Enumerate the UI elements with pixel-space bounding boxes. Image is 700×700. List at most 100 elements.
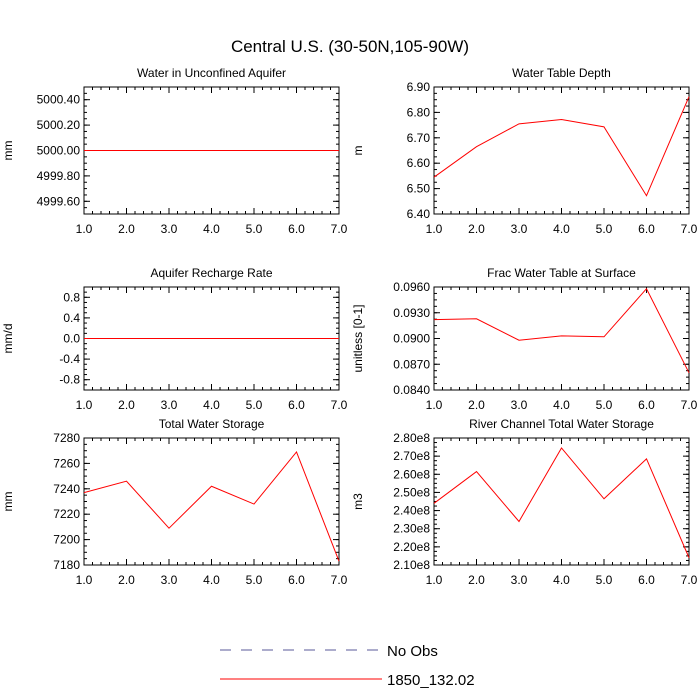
x-tick-label: 7.0: [681, 573, 698, 587]
x-tick-label: 6.0: [638, 398, 655, 412]
y-axis-label: mm: [1, 141, 15, 161]
y-tick-label: 7180: [53, 558, 80, 572]
x-tick-label: 1.0: [426, 573, 443, 587]
y-tick-label: 2.40e8: [393, 504, 430, 518]
y-tick-label: 2.20e8: [393, 540, 430, 554]
x-tick-label: 5.0: [596, 573, 613, 587]
x-tick-label: 3.0: [161, 398, 178, 412]
x-tick-label: 7.0: [331, 398, 348, 412]
x-tick-label: 2.0: [118, 398, 135, 412]
panels-layer: Water in Unconfined Aquifer mm 1.0 2.0 3.0 4.…: [1, 66, 698, 587]
series-line: [83, 450, 340, 562]
y-tick-label: 4999.80: [37, 169, 81, 183]
y-tick-label: 5000.00: [37, 144, 81, 158]
y-tick-label: 6.90: [407, 80, 431, 94]
x-tick-label: 7.0: [681, 398, 698, 412]
series-line: [433, 447, 690, 558]
y-tick-label: 2.70e8: [393, 449, 430, 463]
legend-item-no-obs: No Obs: [220, 643, 438, 660]
y-tick-label: -0.8: [59, 373, 80, 387]
x-tick-label: 5.0: [596, 398, 613, 412]
x-tick-label: 5.0: [246, 398, 263, 412]
y-tick-label: 0.0960: [393, 280, 430, 294]
plot-frame: [433, 286, 690, 391]
x-tick-label: 6.0: [288, 573, 305, 587]
x-tick-label: 2.0: [118, 573, 135, 587]
y-tick-label: 2.50e8: [393, 485, 430, 499]
legend-item-model-run: 1850_132.02: [220, 672, 475, 689]
x-tick-label: 4.0: [553, 398, 570, 412]
x-tick-label: 2.0: [468, 573, 485, 587]
x-tick-label: 1.0: [426, 398, 443, 412]
y-tick-label: 2.60e8: [393, 467, 430, 481]
y-tick-label: -0.4: [59, 352, 80, 366]
y-tick-label: 0.0900: [393, 332, 430, 346]
x-tick-label: 6.0: [638, 222, 655, 236]
x-tick-label: 3.0: [161, 573, 178, 587]
x-tick-label: 4.0: [203, 222, 220, 236]
y-tick-label: 0.8: [63, 290, 80, 304]
x-tick-label: 3.0: [161, 222, 178, 236]
panel-5: Total Water Storage mm 1.0 2.0 3.0 4.0 5.0 6.0 7…: [1, 417, 348, 587]
x-tick-label: 6.0: [638, 573, 655, 587]
y-tick-label: 6.60: [407, 156, 431, 170]
y-tick-label: 5000.20: [37, 118, 81, 132]
series-line: [433, 96, 690, 197]
y-tick-label: 6.50: [407, 182, 431, 196]
x-tick-label: 1.0: [76, 398, 93, 412]
series-line: [433, 287, 690, 374]
panel-title: River Channel Total Water Storage: [469, 417, 654, 431]
y-tick-label: 2.10e8: [393, 558, 430, 572]
legend-label-no-obs: No Obs: [387, 643, 438, 660]
legend: No Obs 1850_132.02: [220, 643, 475, 689]
y-tick-label: 7220: [53, 507, 80, 521]
y-axis-label: m3: [351, 493, 365, 510]
y-tick-label: 2.80e8: [393, 431, 430, 445]
x-tick-label: 6.0: [288, 222, 305, 236]
x-tick-label: 2.0: [468, 398, 485, 412]
panel-title: Frac Water Table at Surface: [487, 266, 636, 280]
y-tick-label: 6.70: [407, 131, 431, 145]
y-tick-label: 4999.60: [37, 194, 81, 208]
y-tick-label: 5000.40: [37, 93, 81, 107]
plot-frame: [433, 437, 690, 566]
y-axis-label: m: [351, 146, 365, 156]
x-tick-label: 7.0: [681, 222, 698, 236]
panel-title: Aquifer Recharge Rate: [150, 266, 272, 280]
y-axis-label: unitless [0-1]: [351, 304, 365, 372]
x-tick-label: 3.0: [511, 573, 528, 587]
x-tick-label: 1.0: [76, 222, 93, 236]
x-tick-label: 1.0: [426, 222, 443, 236]
y-axis-label: mm: [1, 492, 15, 512]
y-tick-label: 0.0840: [393, 383, 430, 397]
x-tick-label: 2.0: [468, 222, 485, 236]
x-tick-label: 5.0: [246, 573, 263, 587]
x-tick-label: 7.0: [331, 222, 348, 236]
x-tick-label: 5.0: [246, 222, 263, 236]
x-tick-label: 4.0: [203, 573, 220, 587]
panel-2: Water Table Depth m 1.0 2.0 3.0 4.0 5.0 6.0 7.0 6…: [351, 66, 698, 236]
x-tick-label: 1.0: [76, 573, 93, 587]
y-tick-label: 0.0930: [393, 306, 430, 320]
plot-frame: [433, 86, 690, 215]
y-tick-label: 7200: [53, 533, 80, 547]
y-tick-label: 6.40: [407, 207, 431, 221]
y-tick-label: 0.4: [63, 311, 80, 325]
x-tick-label: 5.0: [596, 222, 613, 236]
x-tick-label: 7.0: [331, 573, 348, 587]
panel-title: Total Water Storage: [159, 417, 265, 431]
y-tick-label: 7240: [53, 482, 80, 496]
panel-3: Aquifer Recharge Rate mm/d 1.0 2.0 3.0 4.0 5.0…: [1, 266, 348, 412]
y-axis-label: mm/d: [1, 324, 15, 354]
y-tick-label: 0.0: [63, 332, 80, 346]
legend-label-model-run: 1850_132.02: [387, 672, 475, 689]
panel-title: Water Table Depth: [512, 66, 611, 80]
x-tick-label: 4.0: [553, 222, 570, 236]
x-tick-label: 3.0: [511, 398, 528, 412]
x-tick-label: 2.0: [118, 222, 135, 236]
x-tick-label: 3.0: [511, 222, 528, 236]
panel-1: Water in Unconfined Aquifer mm 1.0 2.0 3.0 4.…: [1, 66, 348, 236]
panel-4: Frac Water Table at Surface unitless [0-1…: [351, 266, 698, 412]
y-tick-label: 6.80: [407, 105, 431, 119]
